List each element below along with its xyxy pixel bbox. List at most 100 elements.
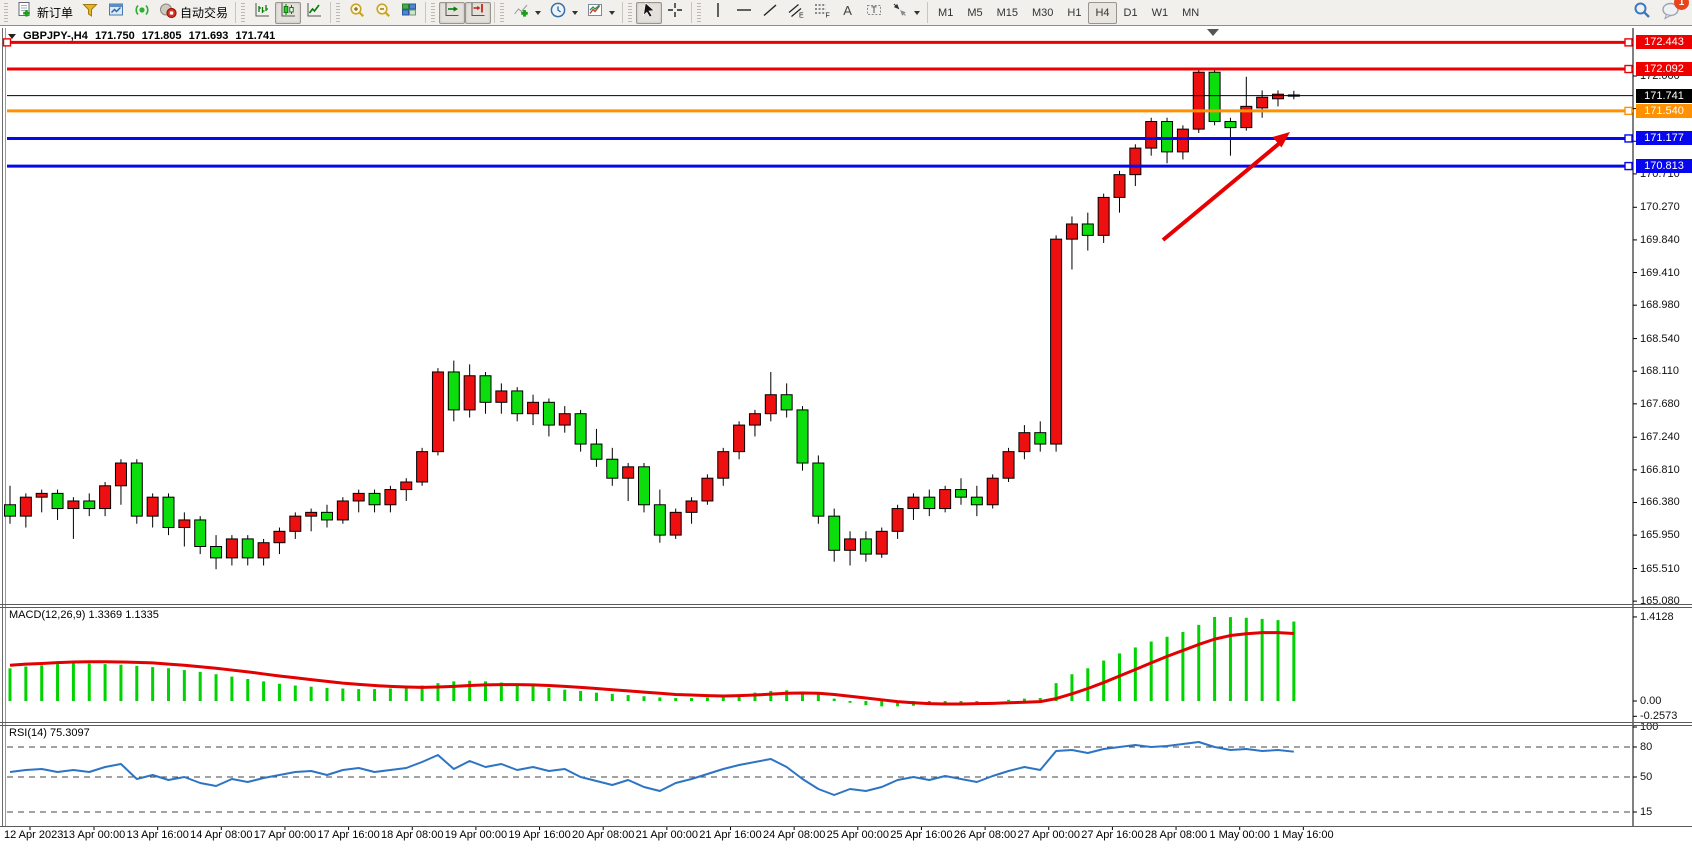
candle-body bbox=[527, 401, 540, 415]
chart-shift-marker[interactable] bbox=[1207, 29, 1219, 36]
level-anchor-handle[interactable] bbox=[1624, 134, 1633, 143]
timeframe-m30-button[interactable]: M30 bbox=[1032, 6, 1054, 19]
price-tick-label: 165.510 bbox=[1640, 562, 1680, 575]
equidistant-channel-button[interactable]: E bbox=[783, 2, 809, 24]
bar-chart-button[interactable] bbox=[249, 2, 275, 24]
periods-caret-icon[interactable] bbox=[572, 10, 579, 15]
zoom-out-button[interactable] bbox=[370, 2, 396, 24]
level-anchor-handle[interactable] bbox=[1624, 64, 1633, 74]
candle-body bbox=[590, 443, 603, 460]
candle-body bbox=[574, 413, 587, 445]
toolbar-grip[interactable] bbox=[4, 2, 8, 23]
templates-caret-icon[interactable] bbox=[609, 10, 616, 15]
candle-body bbox=[194, 519, 207, 547]
level-anchor-handle[interactable] bbox=[2, 38, 12, 47]
pane-separator-macd[interactable] bbox=[0, 604, 1692, 605]
candle-body bbox=[1208, 71, 1221, 123]
candle-body bbox=[1224, 121, 1237, 129]
candle-body bbox=[146, 496, 159, 517]
periods-button[interactable] bbox=[545, 2, 582, 24]
candle-body bbox=[542, 401, 555, 426]
chart-menu-icon[interactable] bbox=[8, 34, 16, 39]
timeframe-h1-button[interactable]: H1 bbox=[1067, 6, 1082, 19]
timeframe-mn-button[interactable]: MN bbox=[1182, 6, 1200, 19]
candle-body bbox=[416, 451, 429, 483]
line-chart-button[interactable] bbox=[301, 2, 327, 24]
cursor-button[interactable] bbox=[636, 1, 663, 24]
price-tick-label: 168.980 bbox=[1640, 299, 1680, 312]
chart-shift-button[interactable] bbox=[465, 1, 492, 24]
notifications-button[interactable]: 1 bbox=[1660, 0, 1689, 25]
chart-canvas[interactable] bbox=[0, 26, 1692, 854]
level-anchor-handle[interactable] bbox=[1624, 106, 1633, 116]
timeframe-m5-button[interactable]: M5 bbox=[967, 6, 983, 19]
indicators-icon bbox=[512, 1, 530, 24]
indicators-button[interactable] bbox=[508, 2, 545, 24]
rsi-label: RSI(14) 75.3097 bbox=[9, 727, 90, 739]
vertical-line-button[interactable] bbox=[705, 2, 731, 24]
price-tick-label: 168.110 bbox=[1640, 365, 1679, 378]
toolbar-grip[interactable] bbox=[241, 2, 246, 23]
candle-body bbox=[796, 409, 809, 464]
toolbar-grip[interactable] bbox=[336, 2, 341, 23]
candle-body bbox=[859, 538, 872, 555]
shapes-button[interactable] bbox=[887, 2, 924, 24]
time-axis-separator bbox=[0, 826, 1692, 827]
cursor-icon bbox=[640, 1, 658, 24]
shapes-caret-icon[interactable] bbox=[914, 10, 921, 15]
bar-chart-icon bbox=[253, 1, 271, 24]
svg-text:E: E bbox=[799, 13, 804, 20]
timeframe-m15-button[interactable]: M15 bbox=[996, 6, 1018, 19]
fibonacci-button[interactable]: F bbox=[809, 2, 835, 24]
crosshair-button[interactable] bbox=[662, 2, 688, 24]
text-label-button[interactable]: T bbox=[861, 2, 887, 24]
candle-body bbox=[717, 451, 730, 479]
chart-window[interactable]: GBPJPY-,H4 171.750 171.805 171.693 171.7… bbox=[0, 26, 1692, 854]
chart-window-button[interactable] bbox=[103, 2, 129, 24]
auto-scroll-button[interactable] bbox=[439, 1, 466, 24]
signal-button[interactable] bbox=[129, 2, 155, 24]
toolbar-grip[interactable] bbox=[697, 2, 702, 23]
candle-body bbox=[606, 458, 619, 479]
level-anchor-handle[interactable] bbox=[1624, 161, 1633, 171]
timeframe-m1-button[interactable]: M1 bbox=[938, 6, 954, 19]
chart-window-icon bbox=[107, 1, 125, 24]
toolbar-separator bbox=[330, 2, 332, 23]
candlestick-button[interactable] bbox=[275, 1, 302, 24]
candle-body bbox=[701, 477, 714, 502]
annotation-arrow-head[interactable] bbox=[1272, 132, 1291, 148]
time-axis-label: 25 Apr 16:00 bbox=[890, 829, 953, 841]
funnel-button[interactable] bbox=[77, 2, 103, 24]
toolbar-grip[interactable] bbox=[431, 2, 436, 23]
timeframe-d1-button[interactable]: D1 bbox=[1123, 6, 1138, 19]
tile-windows-button[interactable] bbox=[396, 2, 422, 24]
candle-body bbox=[257, 542, 270, 559]
time-axis-label: 19 Apr 00:00 bbox=[444, 829, 508, 841]
templates-button[interactable] bbox=[582, 2, 619, 24]
timeframe-w1-button[interactable]: W1 bbox=[1151, 6, 1169, 19]
text-button[interactable]: A bbox=[835, 2, 861, 24]
annotation-arrow-line[interactable] bbox=[1161, 140, 1283, 242]
search-icon[interactable] bbox=[1632, 0, 1652, 25]
trendline-button[interactable] bbox=[757, 2, 783, 24]
time-axis-label: 25 Apr 00:00 bbox=[826, 829, 889, 841]
new-order-button[interactable]: 新订单 bbox=[12, 2, 77, 24]
candle-body bbox=[733, 424, 746, 453]
candle-body bbox=[67, 500, 80, 510]
candle-body bbox=[162, 496, 175, 529]
price-tick-label: 166.810 bbox=[1640, 463, 1680, 476]
level-anchor-handle[interactable] bbox=[1624, 38, 1633, 47]
toolbar-grip[interactable] bbox=[628, 2, 633, 23]
autotrading-button[interactable]: 自动交易 bbox=[155, 2, 232, 24]
indicators-caret-icon[interactable] bbox=[535, 10, 542, 15]
toolbar-grip[interactable] bbox=[500, 2, 505, 23]
macd-axis-label: 0.00 bbox=[1640, 695, 1662, 707]
svg-text:A: A bbox=[843, 3, 852, 18]
price-tick-label: 165.950 bbox=[1640, 529, 1680, 542]
horizontal-line-button[interactable] bbox=[731, 2, 757, 24]
zoom-in-button[interactable] bbox=[344, 2, 370, 24]
timeframe-h4-button[interactable]: H4 bbox=[1088, 1, 1117, 24]
time-axis-label: 27 Apr 00:00 bbox=[1017, 829, 1080, 841]
pane-separator-rsi[interactable] bbox=[0, 722, 1692, 723]
